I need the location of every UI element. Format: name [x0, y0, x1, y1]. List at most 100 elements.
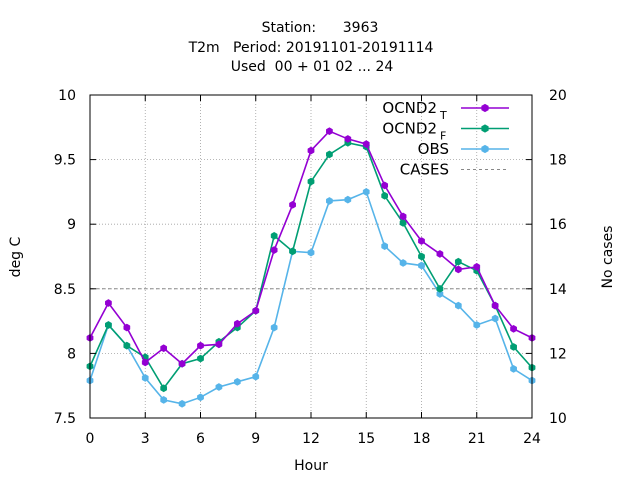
x-tick-label: 24 — [523, 431, 541, 447]
y-tick-label: 9 — [67, 217, 76, 233]
data-point — [307, 177, 315, 186]
title-line-period: T2m Period: 20191101-20191114 — [188, 40, 434, 56]
legend-label: OCND2 — [382, 99, 437, 117]
data-point — [381, 242, 389, 251]
data-point — [454, 301, 462, 310]
legend-label: CASES — [400, 161, 449, 179]
series-line-ocnd2-t — [89, 130, 533, 365]
data-point — [436, 290, 444, 298]
data-point — [454, 265, 462, 274]
chart-title: Station: 3963 T2m Period: 20191101-20191… — [188, 20, 434, 75]
data-point — [491, 314, 499, 323]
y2-tick-label: 16 — [549, 217, 567, 233]
y2-axis-label: No cases — [600, 226, 616, 289]
data-point — [381, 181, 389, 190]
legend-subscript: F — [440, 130, 446, 143]
data-point — [307, 248, 315, 257]
data-point — [436, 250, 444, 258]
data-point — [160, 384, 168, 393]
data-point — [197, 393, 204, 402]
data-point — [215, 383, 223, 391]
data-point — [197, 354, 204, 363]
data-point — [510, 365, 517, 373]
y2-tick-label: 14 — [549, 282, 567, 298]
data-point — [491, 301, 499, 310]
legend-entry-ocnd2-f: OCND2 F — [382, 120, 509, 143]
data-point — [473, 321, 481, 329]
data-point — [160, 344, 168, 353]
legend-entry-cases: CASES — [400, 161, 509, 179]
data-point — [326, 150, 333, 159]
data-point — [289, 200, 296, 209]
data-point — [105, 321, 112, 329]
legend-label: OBS — [418, 140, 449, 158]
data-point — [362, 140, 370, 148]
data-point — [362, 188, 370, 196]
y-tick-label: 7.5 — [54, 411, 76, 427]
data-point — [105, 299, 112, 307]
y2-tick-label: 20 — [549, 88, 567, 104]
data-point — [454, 257, 462, 266]
data-point — [399, 259, 407, 267]
legend-swatch-marker — [481, 144, 489, 154]
y-axis-label: deg C — [8, 236, 24, 277]
x-axis-label: Hour — [294, 458, 328, 474]
data-point — [252, 372, 260, 381]
data-point — [160, 396, 168, 404]
x-tick-label: 15 — [357, 431, 375, 447]
y-tick-label: 8 — [67, 346, 76, 362]
legend-subscript: T — [439, 109, 447, 122]
x-tick-label: 3 — [141, 431, 150, 447]
title-line-station: Station: 3963 — [262, 20, 379, 36]
data-point — [307, 146, 315, 155]
data-point — [381, 191, 389, 200]
legend-entry-obs: OBS — [418, 140, 509, 158]
legend-swatch-marker — [481, 103, 489, 113]
data-point — [418, 237, 425, 245]
title-line-used: Used 00 + 01 02 ... 24 — [231, 59, 394, 75]
x-tick-label: 18 — [413, 431, 431, 447]
data-point — [270, 231, 278, 240]
data-point — [473, 262, 481, 271]
x-tick-label: 6 — [196, 431, 205, 447]
data-point — [344, 195, 352, 204]
data-point — [178, 399, 186, 408]
series-ocnd2-t — [86, 127, 536, 368]
data-point — [178, 359, 186, 368]
legend-swatch-marker — [481, 124, 489, 133]
axis-ticks: 0 3 6 9 12 15 18 21 24 7.5 8 8.5 9 9.5 10 10 12 14 16 18 20 — [54, 88, 567, 447]
data-point — [270, 323, 278, 332]
data-point — [123, 341, 131, 350]
data-point — [344, 135, 352, 143]
data-point — [141, 374, 149, 382]
legend-label: OCND2 — [382, 120, 437, 138]
y-tick-label: 9.5 — [54, 153, 76, 169]
data-point — [418, 252, 425, 261]
data-point — [123, 323, 131, 332]
data-point — [233, 319, 241, 328]
series-lines — [86, 127, 536, 408]
data-point — [270, 246, 278, 254]
y2-tick-label: 12 — [549, 346, 567, 362]
data-point — [399, 212, 407, 221]
data-point — [510, 343, 517, 351]
data-point — [215, 340, 223, 349]
data-point — [436, 284, 444, 293]
data-point — [289, 247, 296, 256]
data-point — [197, 341, 204, 350]
y-tick-label: 8.5 — [54, 282, 76, 298]
y2-tick-label: 18 — [549, 153, 567, 169]
legend-entry-ocnd2-t: OCND2 T — [382, 99, 509, 122]
data-point — [252, 306, 260, 315]
data-point — [326, 127, 333, 136]
data-point — [326, 197, 333, 205]
x-tick-label: 21 — [468, 431, 486, 447]
data-point — [510, 324, 517, 333]
x-tick-label: 0 — [86, 431, 95, 447]
data-point — [233, 377, 241, 386]
data-point — [141, 358, 149, 367]
y-tick-label: 10 — [58, 88, 76, 104]
